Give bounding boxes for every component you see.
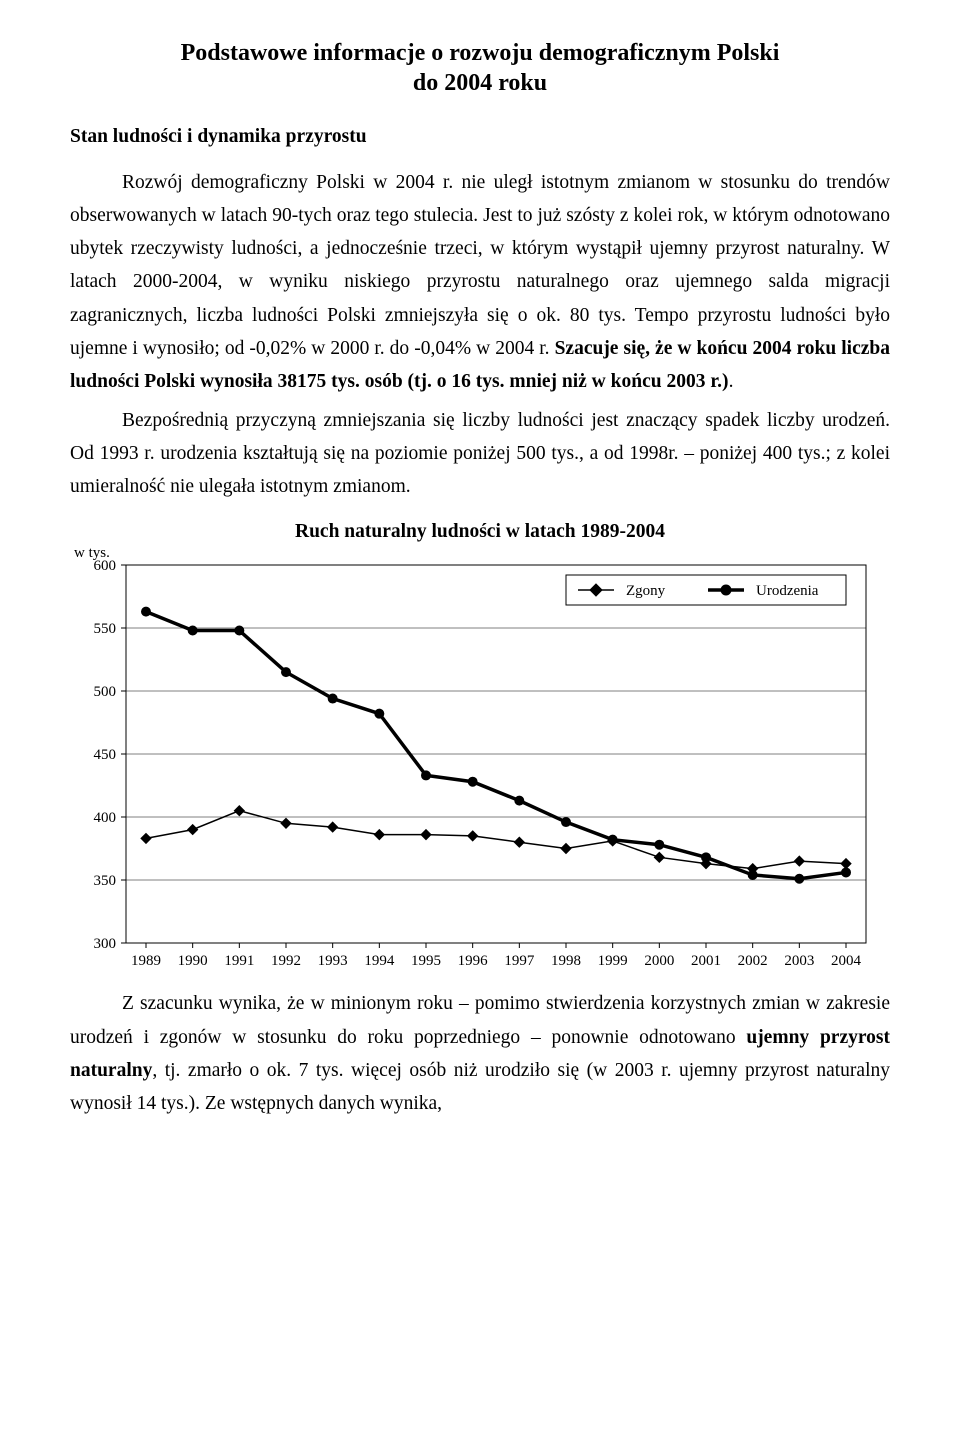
title-line-2: do 2004 roku — [413, 70, 547, 96]
paragraph-1: Rozwój demograficzny Polski w 2004 r. ni… — [70, 166, 890, 398]
svg-text:1992: 1992 — [271, 953, 301, 969]
svg-text:Zgony: Zgony — [626, 583, 666, 599]
svg-text:400: 400 — [94, 810, 117, 826]
chart-y-axis-label: w tys. — [74, 545, 110, 562]
svg-text:1999: 1999 — [598, 953, 628, 969]
svg-text:1990: 1990 — [178, 953, 208, 969]
paragraph-3: Z szacunku wynika, że w minionym roku – … — [70, 987, 890, 1120]
paragraph-2: Bezpośrednią przyczyną zmniejszania się … — [70, 404, 890, 503]
svg-text:2004: 2004 — [831, 953, 862, 969]
section-subheading: Stan ludności i dynamika przyrostu — [70, 126, 890, 148]
chart-container: w tys. 300350400450500550600198919901991… — [70, 547, 890, 977]
svg-text:1994: 1994 — [364, 953, 395, 969]
svg-text:550: 550 — [94, 621, 117, 637]
svg-text:2000: 2000 — [644, 953, 674, 969]
svg-text:1989: 1989 — [131, 953, 161, 969]
svg-text:Urodzenia: Urodzenia — [756, 583, 819, 599]
svg-text:500: 500 — [94, 684, 117, 700]
svg-text:2003: 2003 — [784, 953, 814, 969]
document-page: Podstawowe informacje o rozwoju demograf… — [0, 0, 960, 1430]
svg-text:1996: 1996 — [458, 953, 489, 969]
svg-text:1998: 1998 — [551, 953, 581, 969]
svg-text:1993: 1993 — [318, 953, 348, 969]
svg-text:300: 300 — [94, 936, 117, 952]
chart-title: Ruch naturalny ludności w latach 1989-20… — [70, 521, 890, 543]
svg-text:2001: 2001 — [691, 953, 721, 969]
svg-text:1991: 1991 — [224, 953, 254, 969]
chart-svg: 3003504004505005506001989199019911992199… — [70, 547, 890, 977]
title-line-1: Podstawowe informacje o rozwoju demograf… — [181, 40, 780, 66]
svg-text:350: 350 — [94, 873, 117, 889]
svg-text:2002: 2002 — [738, 953, 768, 969]
svg-text:1997: 1997 — [504, 953, 535, 969]
page-title: Podstawowe informacje o rozwoju demograf… — [70, 38, 890, 98]
svg-text:1995: 1995 — [411, 953, 441, 969]
svg-text:450: 450 — [94, 747, 117, 763]
